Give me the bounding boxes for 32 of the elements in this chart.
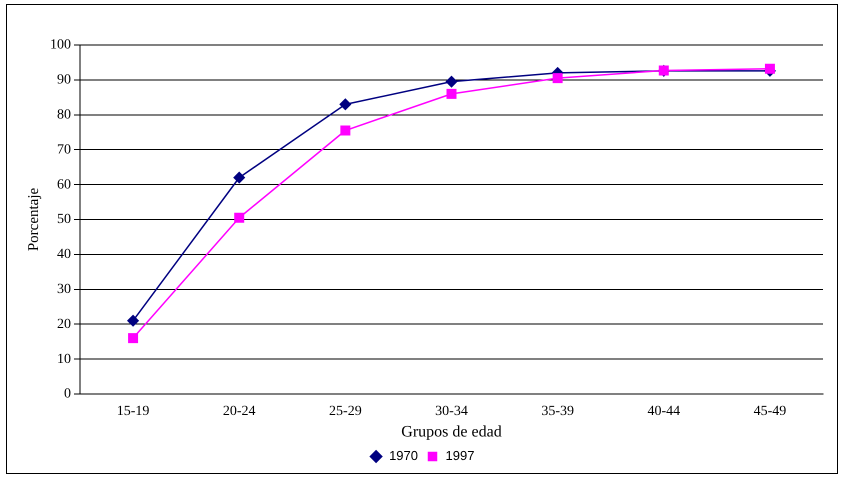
legend-label: 1970 — [389, 448, 418, 464]
x-tick-label: 45-49 — [754, 404, 786, 420]
y-tick-label: 100 — [50, 38, 71, 53]
point — [764, 64, 775, 74]
point — [340, 126, 350, 136]
y-tick-label: 60 — [57, 177, 71, 192]
x-axis-title: Grupos de edad — [401, 424, 502, 441]
y-tick-label: 50 — [57, 212, 71, 228]
y-tick-label: 90 — [57, 72, 71, 88]
point — [128, 333, 138, 344]
y-tick-label: 10 — [57, 352, 71, 367]
y-axis-title: Porcentaje — [26, 188, 42, 252]
x-tick-label: 25-29 — [329, 404, 362, 420]
y-tick-label: 30 — [57, 282, 71, 297]
x-tick-label: 35-39 — [541, 404, 574, 420]
point — [340, 98, 352, 110]
y-tick-label: 80 — [57, 107, 71, 122]
y-tick-label: 70 — [57, 142, 71, 158]
x-tick-label: 40-44 — [647, 404, 680, 420]
point — [127, 314, 139, 326]
point — [446, 76, 458, 88]
point — [552, 73, 563, 84]
point — [233, 172, 245, 184]
y-tick-label: 40 — [57, 247, 71, 262]
x-tick-label: 15-19 — [116, 404, 150, 420]
point — [446, 88, 456, 99]
legend-label: 1997 — [446, 448, 474, 464]
point — [234, 212, 244, 223]
y-tick-label: 0 — [64, 386, 71, 402]
x-tick-label: 20-24 — [222, 404, 256, 420]
y-tick-label: 20 — [57, 316, 71, 332]
x-tick-label: 30-34 — [435, 404, 468, 420]
